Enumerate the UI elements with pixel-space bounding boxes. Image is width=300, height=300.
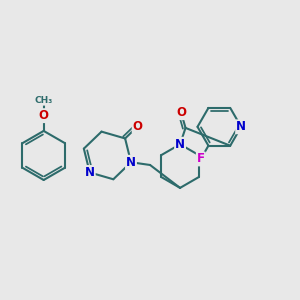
- Text: CH₃: CH₃: [34, 96, 53, 105]
- Text: F: F: [197, 152, 205, 165]
- Text: N: N: [85, 166, 95, 179]
- Text: O: O: [133, 120, 143, 133]
- Text: O: O: [176, 106, 186, 119]
- Text: N: N: [175, 138, 185, 151]
- Text: N: N: [236, 120, 246, 133]
- Text: O: O: [39, 109, 49, 122]
- Text: N: N: [126, 156, 136, 169]
